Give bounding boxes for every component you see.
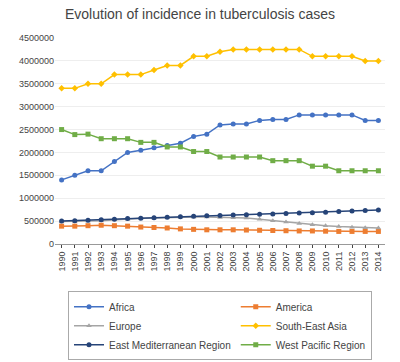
svg-text:2009: 2009 xyxy=(307,252,317,272)
svg-text:500000: 500000 xyxy=(24,216,54,226)
svg-text:2008: 2008 xyxy=(294,252,304,272)
svg-text:2003: 2003 xyxy=(228,252,238,272)
svg-text:2011: 2011 xyxy=(334,252,344,271)
svg-text:2013: 2013 xyxy=(360,252,370,272)
svg-text:1999: 1999 xyxy=(175,252,185,272)
svg-text:1990: 1990 xyxy=(57,252,67,272)
svg-text:0: 0 xyxy=(49,239,54,249)
svg-text:1997: 1997 xyxy=(149,252,159,272)
svg-text:2000000: 2000000 xyxy=(19,148,54,158)
svg-text:1998: 1998 xyxy=(162,252,172,272)
svg-text:2002: 2002 xyxy=(215,252,225,272)
svg-text:1996: 1996 xyxy=(136,252,146,272)
svg-text:South-East Asia: South-East Asia xyxy=(276,321,348,332)
svg-text:2014: 2014 xyxy=(373,252,383,272)
svg-text:1994: 1994 xyxy=(109,252,119,272)
svg-text:1000000: 1000000 xyxy=(19,193,54,203)
svg-text:2004: 2004 xyxy=(241,252,251,272)
svg-text:Africa: Africa xyxy=(109,302,135,313)
svg-text:2012: 2012 xyxy=(347,252,357,272)
svg-text:1991: 1991 xyxy=(70,252,80,272)
svg-text:East Mediterranean Region: East Mediterranean Region xyxy=(109,340,231,351)
svg-text:2010: 2010 xyxy=(321,252,331,272)
svg-text:3500000: 3500000 xyxy=(19,79,54,89)
svg-text:2006: 2006 xyxy=(268,252,278,272)
svg-text:2500000: 2500000 xyxy=(19,125,54,135)
svg-text:4000000: 4000000 xyxy=(19,56,54,66)
svg-text:4500000: 4500000 xyxy=(19,33,54,43)
svg-text:1500000: 1500000 xyxy=(19,170,54,180)
svg-text:1992: 1992 xyxy=(83,252,93,272)
svg-text:Europe: Europe xyxy=(109,321,142,332)
svg-text:2000: 2000 xyxy=(189,252,199,272)
svg-text:America: America xyxy=(276,302,313,313)
svg-text:2007: 2007 xyxy=(281,252,291,272)
svg-text:3000000: 3000000 xyxy=(19,102,54,112)
svg-text:2005: 2005 xyxy=(255,252,265,272)
svg-text:2001: 2001 xyxy=(202,252,212,272)
svg-text:West Pacific Region: West Pacific Region xyxy=(276,340,365,351)
svg-text:1993: 1993 xyxy=(96,252,106,272)
svg-text:1995: 1995 xyxy=(123,252,133,272)
svg-text:Evolution of incidence in tube: Evolution of incidence in tuberculosis c… xyxy=(65,6,335,22)
